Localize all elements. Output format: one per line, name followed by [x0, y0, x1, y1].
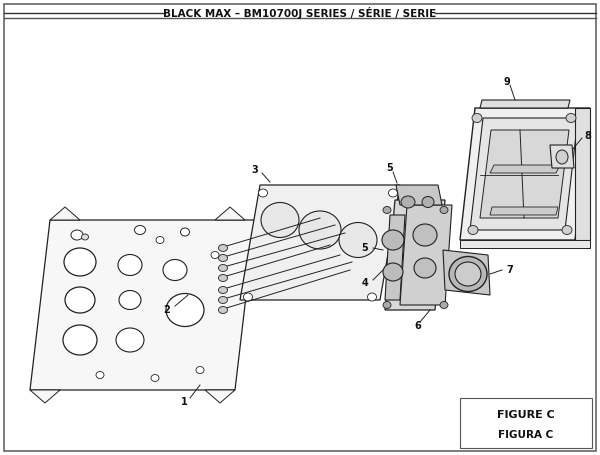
Ellipse shape — [455, 262, 481, 286]
Polygon shape — [400, 205, 452, 305]
Text: 7: 7 — [506, 265, 513, 275]
Ellipse shape — [299, 211, 341, 249]
Ellipse shape — [196, 366, 204, 374]
Ellipse shape — [244, 293, 253, 301]
Ellipse shape — [566, 113, 576, 122]
Text: 1: 1 — [181, 397, 188, 407]
Polygon shape — [30, 220, 255, 390]
Ellipse shape — [389, 189, 398, 197]
Polygon shape — [240, 185, 400, 300]
Ellipse shape — [440, 207, 448, 213]
Ellipse shape — [218, 264, 227, 272]
Ellipse shape — [64, 248, 96, 276]
Text: 3: 3 — [251, 165, 258, 175]
Polygon shape — [480, 130, 569, 218]
Polygon shape — [470, 118, 578, 230]
Ellipse shape — [96, 371, 104, 379]
Text: 8: 8 — [584, 131, 591, 141]
Text: 5: 5 — [386, 163, 394, 173]
Polygon shape — [460, 240, 590, 248]
Ellipse shape — [259, 189, 268, 197]
Ellipse shape — [63, 325, 97, 355]
Ellipse shape — [413, 224, 437, 246]
Ellipse shape — [151, 374, 159, 381]
Polygon shape — [575, 108, 590, 240]
Text: 9: 9 — [503, 77, 511, 87]
Polygon shape — [443, 250, 490, 295]
Text: FIGURE C: FIGURE C — [497, 410, 555, 420]
Ellipse shape — [449, 257, 487, 292]
Ellipse shape — [440, 302, 448, 308]
Polygon shape — [490, 207, 558, 215]
Text: 5: 5 — [361, 243, 368, 253]
Ellipse shape — [218, 297, 227, 303]
Ellipse shape — [218, 274, 227, 282]
Bar — [460, 398, 592, 448]
Ellipse shape — [556, 150, 568, 164]
Polygon shape — [215, 207, 245, 220]
Text: 4: 4 — [361, 278, 368, 288]
Polygon shape — [460, 108, 590, 240]
Ellipse shape — [472, 113, 482, 122]
Ellipse shape — [166, 293, 204, 327]
Text: BLACK MAX – BM10700J SERIES / SÉRIE / SERIE: BLACK MAX – BM10700J SERIES / SÉRIE / SE… — [163, 7, 437, 19]
Polygon shape — [550, 145, 574, 168]
Ellipse shape — [218, 307, 227, 313]
Ellipse shape — [383, 263, 403, 281]
Ellipse shape — [181, 228, 190, 236]
Ellipse shape — [414, 258, 436, 278]
Ellipse shape — [118, 254, 142, 275]
Ellipse shape — [422, 197, 434, 207]
Ellipse shape — [261, 202, 299, 238]
Polygon shape — [50, 207, 80, 220]
Polygon shape — [385, 200, 445, 310]
Ellipse shape — [163, 259, 187, 280]
Ellipse shape — [468, 226, 478, 234]
Ellipse shape — [65, 287, 95, 313]
Ellipse shape — [218, 244, 227, 252]
Ellipse shape — [218, 254, 227, 262]
Polygon shape — [490, 165, 560, 173]
Ellipse shape — [116, 328, 144, 352]
Ellipse shape — [382, 230, 404, 250]
Ellipse shape — [383, 207, 391, 213]
Ellipse shape — [562, 226, 572, 234]
Ellipse shape — [156, 237, 164, 243]
Ellipse shape — [134, 226, 146, 234]
Polygon shape — [480, 100, 570, 108]
FancyBboxPatch shape — [4, 4, 596, 451]
Text: 2: 2 — [163, 305, 170, 315]
Ellipse shape — [367, 293, 377, 301]
Ellipse shape — [211, 252, 219, 258]
Polygon shape — [385, 215, 405, 300]
Ellipse shape — [218, 287, 227, 293]
Ellipse shape — [339, 222, 377, 258]
Ellipse shape — [82, 234, 89, 240]
Ellipse shape — [71, 230, 83, 240]
Polygon shape — [205, 390, 235, 403]
Text: 6: 6 — [415, 321, 421, 331]
Ellipse shape — [119, 290, 141, 309]
Ellipse shape — [401, 196, 415, 208]
Text: FIGURA C: FIGURA C — [499, 430, 554, 440]
Polygon shape — [30, 390, 60, 403]
Ellipse shape — [383, 302, 391, 308]
Polygon shape — [396, 185, 442, 205]
